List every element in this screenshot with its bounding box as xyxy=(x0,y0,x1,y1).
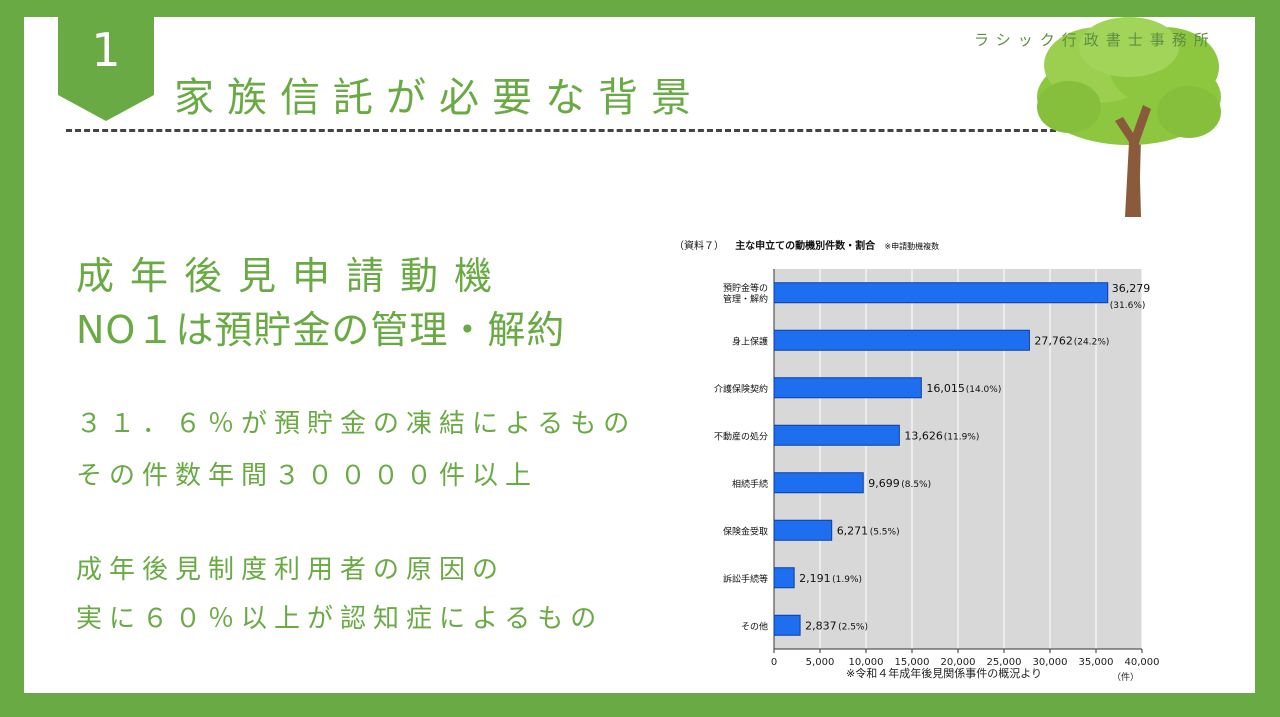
percent-label: (11.9%) xyxy=(944,432,980,442)
x-tick-label: 10,000 xyxy=(849,657,884,668)
bar xyxy=(773,424,900,446)
body-text-2: その件数年間３００００件以上 xyxy=(76,461,539,491)
percent-label: (24.2%) xyxy=(1074,337,1110,347)
value-label: 6,271 xyxy=(837,524,869,537)
value-label: 27,762 xyxy=(1034,334,1073,347)
chart-title-text: 主な申立ての動機別件数・割合 xyxy=(735,241,876,252)
percent-label: (2.5%) xyxy=(838,622,868,632)
page-title: 家族信託が必要な背景 xyxy=(174,75,704,121)
x-tick-label: 25,000 xyxy=(987,657,1022,668)
title-divider xyxy=(66,129,1056,132)
value-label: 13,626 xyxy=(904,429,943,442)
bar xyxy=(773,282,1109,304)
bar xyxy=(773,472,864,494)
x-tick-label: 0 xyxy=(771,657,777,668)
category-label: 不動産の処分 xyxy=(714,430,768,442)
bar-chart-svg: 0 5,000 10,000 15,000 20,000 25,000 30,000 35,0… xyxy=(714,269,1160,668)
chart-title-prefix: （資料７） xyxy=(674,241,724,252)
x-tick-label: 15,000 xyxy=(895,657,930,668)
percent-label: (31.6%) xyxy=(1110,301,1146,311)
x-tick-label: 20,000 xyxy=(941,657,976,668)
chart-source: ※令和４年成年後見関係事件の概況より xyxy=(846,667,1042,680)
section-number: 1 xyxy=(91,23,121,77)
value-label: 9,699 xyxy=(868,477,900,490)
x-tick-label: 40,000 xyxy=(1125,657,1160,668)
value-label: 16,015 xyxy=(926,382,965,395)
bar xyxy=(773,329,1030,351)
headline-line-2: NO１は預貯金の管理・解約 xyxy=(76,308,566,352)
x-tick-label: 35,000 xyxy=(1079,657,1114,668)
category-label: 管理・解約 xyxy=(723,293,768,305)
chart-title: （資料７） 主な申立ての動機別件数・割合 ※申請動機複数 xyxy=(674,237,939,252)
category-label: 相続手続 xyxy=(732,478,768,490)
category-label: 保険金受取 xyxy=(723,525,768,537)
category-label: その他 xyxy=(741,620,768,632)
percent-label: (8.5%) xyxy=(901,480,931,490)
tree-illustration xyxy=(1037,17,1221,217)
category-label: 預貯金等の xyxy=(723,282,768,294)
company-name: ラシック行政書士事務所 xyxy=(974,31,1216,49)
body-text-3: 成年後見制度利用者の原因の xyxy=(76,555,506,585)
slide: 1 家族信託が必要な背景 ラシック行政書士事務所 成年後見申請動機 NO１は預貯… xyxy=(24,17,1255,693)
bar xyxy=(773,567,795,589)
number-badge xyxy=(58,17,154,121)
bar xyxy=(773,519,833,541)
headline: 成年後見申請動機 NO１は預貯金の管理・解約 xyxy=(76,249,636,357)
category-label: 介護保険契約 xyxy=(714,383,768,395)
percent-label: (14.0%) xyxy=(966,385,1002,395)
bar xyxy=(773,377,922,399)
x-tick-label: 5,000 xyxy=(806,657,835,668)
value-label: 36,279 xyxy=(1112,282,1151,295)
value-label: 2,191 xyxy=(799,572,831,585)
value-label: 2,837 xyxy=(805,619,837,632)
x-tick-label: 30,000 xyxy=(1033,657,1068,668)
chart-note: ※申請動機複数 xyxy=(884,242,940,251)
x-axis-unit: （件） xyxy=(1112,673,1140,683)
body-text-1: ３１．６％が預貯金の凍結によるもの xyxy=(76,409,637,439)
category-label: 身上保護 xyxy=(732,335,768,347)
percent-label: (1.9%) xyxy=(832,575,862,585)
body-text-4: 実に６０％以上が認知症によるもの xyxy=(76,604,604,634)
chart: （資料７） 主な申立ての動機別件数・割合 ※申請動機複数 0 5,000 10,00… xyxy=(654,235,1244,685)
bar xyxy=(773,614,801,636)
percent-label: (5.5%) xyxy=(870,527,900,537)
category-label: 訴訟手続等 xyxy=(723,573,768,585)
headline-line-1: 成年後見申請動機 xyxy=(76,254,509,298)
